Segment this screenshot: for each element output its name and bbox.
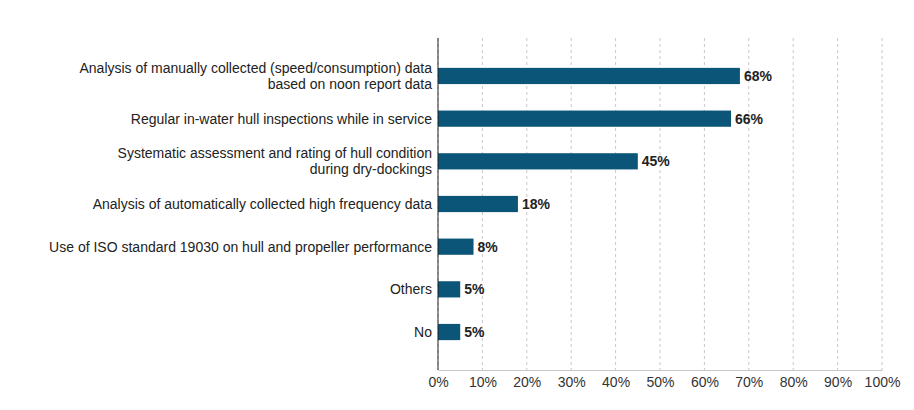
tick-label: 10% [469,374,497,390]
chart: 0% 10% 20% 30% 40% 50% 60% 70% 80% 90% 100% Analysi… [0,0,914,410]
tick-label: 50% [646,374,674,390]
category-label: Regular in-water hull inspections while … [131,111,432,127]
tick: 30% [558,370,586,390]
data-labels: 68% 66% 45% 18% 8% 5% 5% [464,68,772,340]
category-label: Use of ISO standard 19030 on hull and pr… [49,239,432,255]
tick: Use of ISO standard 19030 on hull and pr… [49,239,438,255]
tick-label: 60% [691,374,719,390]
tick: No [414,324,438,340]
grid-line [704,38,705,370]
tick-label: 90% [824,374,852,390]
axis-line [439,370,883,371]
data-label: 18% [522,196,551,212]
tick: 80% [780,370,808,390]
tick-label: 30% [558,374,586,390]
tick: 70% [735,370,763,390]
tick: 20% [513,370,541,390]
tick: 100% [865,370,901,390]
category-label: Analysis of automatically collected high… [93,196,433,212]
category-label: Analysis of manually collected (speed/co… [79,60,432,92]
category-label: Systematic assessment and rating of hull… [118,145,432,177]
grid [438,38,882,370]
data-label: 45% [642,153,671,169]
tick-label: 20% [513,374,541,390]
tick: 10% [469,370,497,390]
data-label: 5% [464,281,485,297]
bar [438,68,740,84]
category-axis: Analysis of manually collected (speed/co… [49,38,438,370]
tick: 90% [824,370,852,390]
tick-label: 100% [865,374,901,390]
tick-label: 70% [735,374,763,390]
tick-label: 0% [428,374,448,390]
category-label: No [414,324,432,340]
tick: 60% [691,370,719,390]
bar [438,324,460,340]
grid-line [571,38,572,370]
tick: Others [390,281,438,297]
bar [438,196,518,212]
tick: Regular in-water hull inspections while … [131,111,438,127]
data-label: 68% [744,68,773,84]
grid-line [882,38,883,370]
tick: Analysis of automatically collected high… [93,196,438,212]
tick: Systematic assessment and rating of hull… [118,145,438,177]
bar [438,153,638,169]
tick: 50% [646,370,674,390]
bar [438,281,460,297]
grid-line [748,38,749,370]
data-label: 5% [464,324,485,340]
bar [438,239,474,255]
category-label: Others [390,281,432,297]
tick-label: 80% [780,374,808,390]
tick: Analysis of manually collected (speed/co… [79,60,438,92]
value-axis: 0% 10% 20% 30% 40% 50% 60% 70% 80% 90% 100% [428,370,900,390]
data-label: 8% [478,239,499,255]
grid-line [660,38,661,370]
grid-line [615,38,616,370]
tick-label: 40% [602,374,630,390]
grid-line [837,38,838,370]
tick: 40% [602,370,630,390]
grid-line [438,38,439,370]
bars [438,68,740,340]
grid-line [793,38,794,370]
data-label: 66% [735,111,764,127]
axis-line [438,38,439,370]
tick: 0% [428,370,448,390]
bar [438,111,731,127]
